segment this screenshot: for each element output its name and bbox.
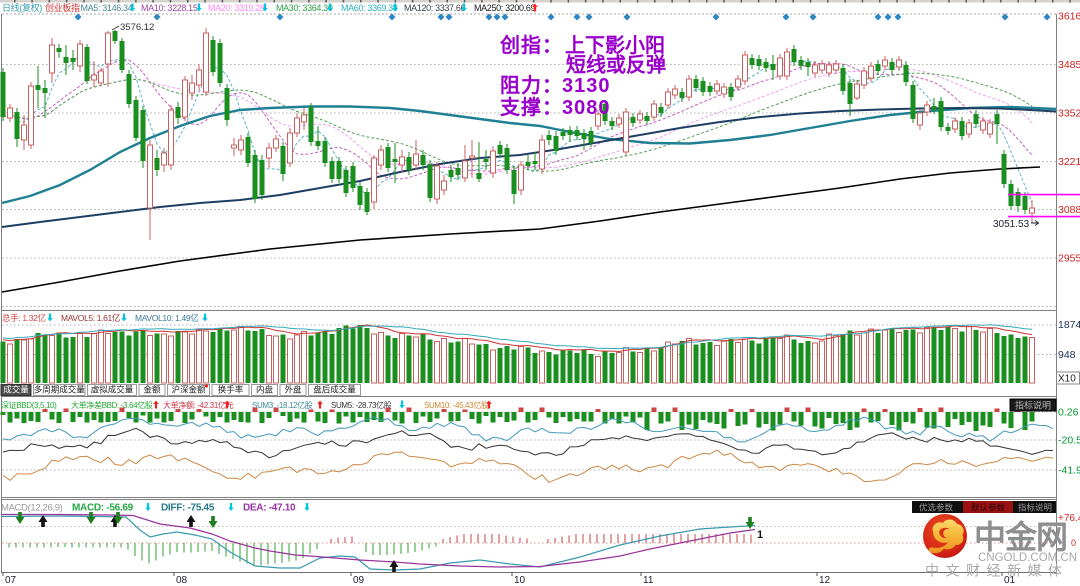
svg-text:上下影小阳: 上下影小阳 bbox=[565, 34, 665, 57]
svg-text:经: 经 bbox=[987, 563, 1001, 579]
svg-text:SUM3: -18.12亿股: SUM3: -18.12亿股 bbox=[252, 400, 313, 410]
svg-text:MA60: 3369.39: MA60: 3369.39 bbox=[341, 3, 398, 13]
svg-text:优选参数: 优选参数 bbox=[919, 503, 954, 513]
svg-text:外盘: 外盘 bbox=[284, 385, 302, 395]
svg-text:3485: 3485 bbox=[1058, 59, 1080, 71]
svg-text:3576.12: 3576.12 bbox=[120, 22, 154, 33]
svg-text:深证BBD(3,5,10): 深证BBD(3,5,10) bbox=[1, 401, 57, 410]
svg-text:SUM5: -28.73亿股: SUM5: -28.73亿股 bbox=[331, 400, 392, 410]
svg-text:3221: 3221 bbox=[1058, 156, 1080, 168]
svg-text:09: 09 bbox=[353, 575, 365, 586]
svg-text:沪深金额: 沪深金额 bbox=[171, 385, 206, 395]
svg-text:-20.59: -20.59 bbox=[1058, 435, 1080, 447]
svg-text:大单净差BBD: -3.64亿股: 大单净差BBD: -3.64亿股 bbox=[71, 400, 153, 410]
svg-text:阻力：: 阻力： bbox=[500, 74, 563, 97]
svg-text:MA20: 3319.28: MA20: 3319.28 bbox=[208, 3, 265, 13]
svg-text:CNGOLD.COM.CN: CNGOLD.COM.CN bbox=[978, 552, 1077, 564]
svg-text:大单净额: -42.31亿元: 大单净额: -42.31亿元 bbox=[163, 400, 234, 410]
svg-text:中: 中 bbox=[925, 563, 939, 579]
svg-text:多周期成交量: 多周期成交量 bbox=[34, 385, 86, 395]
svg-text:+76.41: +76.41 bbox=[1058, 513, 1080, 524]
svg-text:创指：: 创指： bbox=[499, 33, 563, 57]
svg-text:12: 12 bbox=[819, 575, 831, 586]
svg-text:-41.94: -41.94 bbox=[1058, 465, 1080, 477]
svg-text:3130: 3130 bbox=[562, 75, 611, 97]
svg-text:01: 01 bbox=[1004, 575, 1016, 586]
svg-text:支撑：: 支撑： bbox=[500, 95, 563, 119]
svg-text:2955: 2955 bbox=[1058, 253, 1080, 265]
svg-text:DIFF: -75.45: DIFF: -75.45 bbox=[161, 503, 215, 514]
svg-text:新: 新 bbox=[1007, 563, 1021, 579]
svg-text:0: 0 bbox=[1071, 538, 1076, 548]
svg-text:体: 体 bbox=[1048, 563, 1062, 579]
svg-text:虚拟成交量: 虚拟成交量 bbox=[91, 385, 134, 395]
svg-text:X10: X10 bbox=[1058, 374, 1076, 385]
svg-text:换手率: 换手率 bbox=[218, 385, 244, 395]
svg-text:MAVOL5: 1.61亿: MAVOL5: 1.61亿 bbox=[61, 313, 120, 323]
svg-text:3616: 3616 bbox=[1058, 11, 1080, 23]
svg-text:盘后成交量: 盘后成交量 bbox=[313, 385, 356, 395]
svg-text:指标说明: 指标说明 bbox=[1015, 400, 1051, 411]
svg-text:3051.53: 3051.53 bbox=[993, 219, 1030, 230]
svg-text:1: 1 bbox=[757, 529, 763, 541]
svg-text:3080: 3080 bbox=[562, 97, 611, 119]
svg-text:DEA: -47.10: DEA: -47.10 bbox=[243, 503, 296, 514]
svg-text:内盘: 内盘 bbox=[256, 385, 274, 395]
svg-text:短线或反弹: 短线或反弹 bbox=[566, 53, 666, 77]
svg-text:11: 11 bbox=[643, 575, 654, 586]
svg-text:MA250: 3200.69: MA250: 3200.69 bbox=[474, 3, 535, 13]
svg-text:指标说明: 指标说明 bbox=[1018, 503, 1052, 513]
svg-text:3352: 3352 bbox=[1058, 108, 1080, 120]
svg-text:3088: 3088 bbox=[1058, 204, 1080, 216]
svg-text:中金网: 中金网 bbox=[974, 519, 1067, 555]
svg-text:MA5: 3146.34: MA5: 3146.34 bbox=[81, 3, 133, 13]
svg-text:1874: 1874 bbox=[1058, 319, 1080, 331]
svg-text:总手: 1.32亿: 总手: 1.32亿 bbox=[2, 313, 46, 323]
svg-text:MA10: 3228.15: MA10: 3228.15 bbox=[141, 3, 198, 13]
svg-text:默认参数: 默认参数 bbox=[971, 503, 1006, 513]
svg-text:媒: 媒 bbox=[1028, 563, 1042, 579]
svg-text:MACD(12,26,9): MACD(12,26,9) bbox=[1, 503, 63, 514]
svg-text:10: 10 bbox=[514, 575, 526, 586]
svg-text:948: 948 bbox=[1058, 349, 1076, 361]
svg-text:MA120: 3337.66: MA120: 3337.66 bbox=[404, 3, 465, 13]
svg-text:文: 文 bbox=[946, 563, 960, 579]
svg-text:MA30: 3364.30: MA30: 3364.30 bbox=[276, 3, 333, 13]
svg-text:财: 财 bbox=[966, 563, 980, 579]
svg-text:成交量: 成交量 bbox=[3, 385, 29, 395]
svg-text:金额: 金额 bbox=[143, 385, 161, 395]
svg-text:SUM10: -45.43亿股: SUM10: -45.43亿股 bbox=[424, 400, 489, 410]
svg-text:MAVOL10: 1.49亿: MAVOL10: 1.49亿 bbox=[135, 313, 198, 323]
svg-text:07: 07 bbox=[5, 575, 17, 586]
svg-text:创业板指: 创业板指 bbox=[45, 2, 80, 13]
svg-text:0.26: 0.26 bbox=[1058, 407, 1079, 419]
svg-text:MACD: -56.69: MACD: -56.69 bbox=[72, 503, 134, 514]
svg-text:08: 08 bbox=[176, 575, 188, 586]
svg-text:日线(复权): 日线(复权) bbox=[2, 2, 42, 13]
